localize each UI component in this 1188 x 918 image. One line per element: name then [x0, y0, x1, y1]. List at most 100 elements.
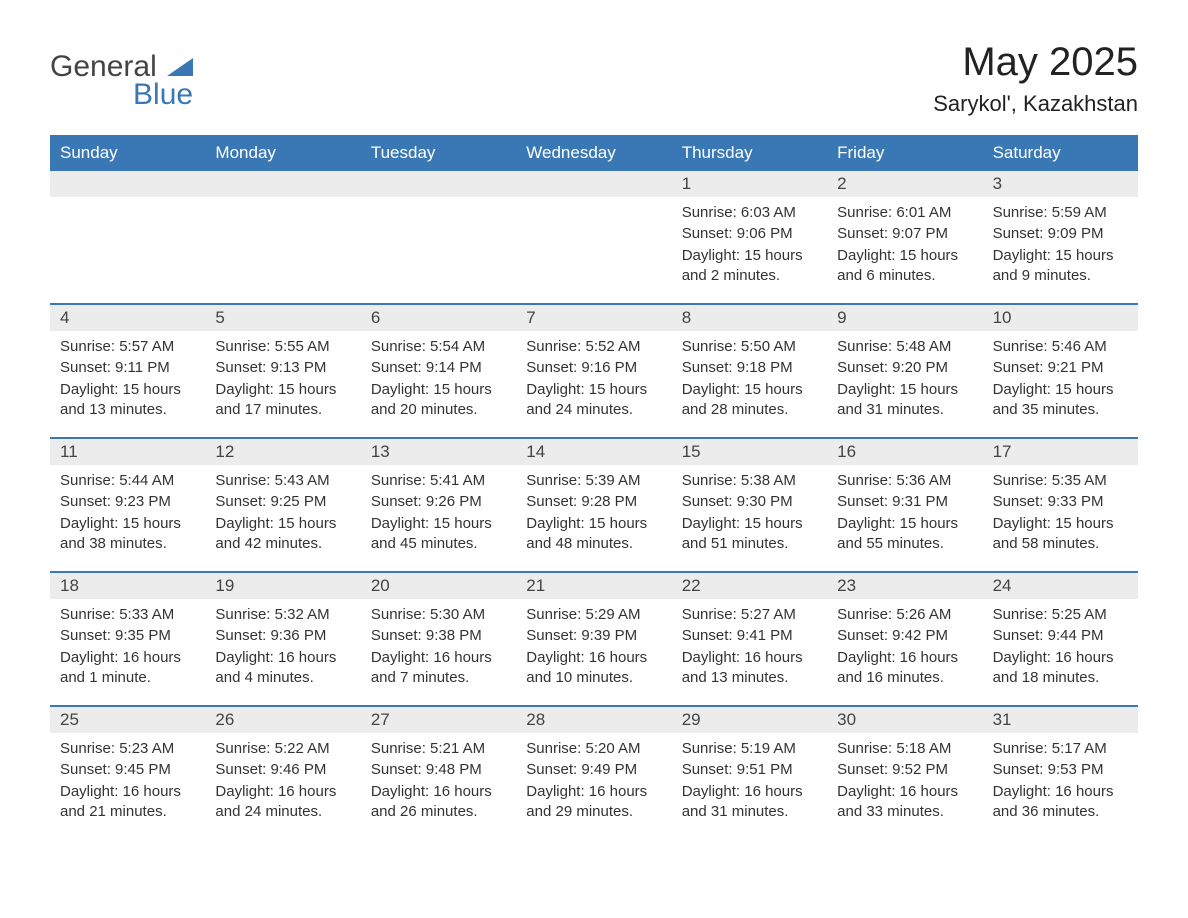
sunset-text: Sunset: 9:06 PM	[682, 224, 817, 244]
day-number: 10	[983, 305, 1138, 331]
sunrise-text: Sunrise: 5:50 AM	[682, 337, 817, 357]
sunset-text: Sunset: 9:16 PM	[526, 358, 661, 378]
sunrise-text: Sunrise: 5:36 AM	[837, 471, 972, 491]
day-content: Sunrise: 5:36 AMSunset: 9:31 PMDaylight:…	[827, 465, 982, 559]
sunset-text: Sunset: 9:44 PM	[993, 626, 1128, 646]
day-cell: 19Sunrise: 5:32 AMSunset: 9:36 PMDayligh…	[205, 573, 360, 705]
day-content: Sunrise: 5:29 AMSunset: 9:39 PMDaylight:…	[516, 599, 671, 693]
day-number	[205, 171, 360, 197]
empty-day-cell	[361, 171, 516, 303]
day-content: Sunrise: 5:17 AMSunset: 9:53 PMDaylight:…	[983, 733, 1138, 827]
daylight-text: Daylight: 15 hours and 55 minutes.	[837, 514, 972, 555]
day-content	[361, 197, 516, 207]
day-number: 24	[983, 573, 1138, 599]
day-content: Sunrise: 5:46 AMSunset: 9:21 PMDaylight:…	[983, 331, 1138, 425]
day-content: Sunrise: 5:54 AMSunset: 9:14 PMDaylight:…	[361, 331, 516, 425]
daylight-text: Daylight: 15 hours and 9 minutes.	[993, 246, 1128, 287]
daylight-text: Daylight: 16 hours and 26 minutes.	[371, 782, 506, 823]
day-cell: 3Sunrise: 5:59 AMSunset: 9:09 PMDaylight…	[983, 171, 1138, 303]
daylight-text: Daylight: 16 hours and 16 minutes.	[837, 648, 972, 689]
day-number: 9	[827, 305, 982, 331]
sunrise-text: Sunrise: 5:18 AM	[837, 739, 972, 759]
day-cell: 25Sunrise: 5:23 AMSunset: 9:45 PMDayligh…	[50, 707, 205, 839]
day-content: Sunrise: 5:57 AMSunset: 9:11 PMDaylight:…	[50, 331, 205, 425]
sunset-text: Sunset: 9:31 PM	[837, 492, 972, 512]
sunrise-text: Sunrise: 5:43 AM	[215, 471, 350, 491]
day-content: Sunrise: 5:30 AMSunset: 9:38 PMDaylight:…	[361, 599, 516, 693]
day-number: 18	[50, 573, 205, 599]
day-number: 29	[672, 707, 827, 733]
sunset-text: Sunset: 9:20 PM	[837, 358, 972, 378]
daylight-text: Daylight: 16 hours and 10 minutes.	[526, 648, 661, 689]
day-number: 12	[205, 439, 360, 465]
day-number: 19	[205, 573, 360, 599]
day-number	[516, 171, 671, 197]
day-cell: 14Sunrise: 5:39 AMSunset: 9:28 PMDayligh…	[516, 439, 671, 571]
day-content: Sunrise: 5:59 AMSunset: 9:09 PMDaylight:…	[983, 197, 1138, 291]
daylight-text: Daylight: 16 hours and 13 minutes.	[682, 648, 817, 689]
day-number	[361, 171, 516, 197]
day-cell: 5Sunrise: 5:55 AMSunset: 9:13 PMDaylight…	[205, 305, 360, 437]
sunrise-text: Sunrise: 5:26 AM	[837, 605, 972, 625]
day-cell: 29Sunrise: 5:19 AMSunset: 9:51 PMDayligh…	[672, 707, 827, 839]
sunset-text: Sunset: 9:33 PM	[993, 492, 1128, 512]
day-content: Sunrise: 5:23 AMSunset: 9:45 PMDaylight:…	[50, 733, 205, 827]
day-content: Sunrise: 5:38 AMSunset: 9:30 PMDaylight:…	[672, 465, 827, 559]
daylight-text: Daylight: 15 hours and 28 minutes.	[682, 380, 817, 421]
sunset-text: Sunset: 9:26 PM	[371, 492, 506, 512]
sunset-text: Sunset: 9:30 PM	[682, 492, 817, 512]
daylight-text: Daylight: 16 hours and 1 minute.	[60, 648, 195, 689]
daylight-text: Daylight: 15 hours and 20 minutes.	[371, 380, 506, 421]
day-number: 20	[361, 573, 516, 599]
sunrise-text: Sunrise: 5:32 AM	[215, 605, 350, 625]
day-content: Sunrise: 6:01 AMSunset: 9:07 PMDaylight:…	[827, 197, 982, 291]
daylight-text: Daylight: 16 hours and 4 minutes.	[215, 648, 350, 689]
sunrise-text: Sunrise: 5:27 AM	[682, 605, 817, 625]
sunset-text: Sunset: 9:07 PM	[837, 224, 972, 244]
daylight-text: Daylight: 16 hours and 7 minutes.	[371, 648, 506, 689]
sunset-text: Sunset: 9:42 PM	[837, 626, 972, 646]
daylight-text: Daylight: 15 hours and 24 minutes.	[526, 380, 661, 421]
weekday-header: Sunday	[50, 135, 205, 171]
day-number: 28	[516, 707, 671, 733]
sunrise-text: Sunrise: 6:01 AM	[837, 203, 972, 223]
sunset-text: Sunset: 9:35 PM	[60, 626, 195, 646]
day-number: 27	[361, 707, 516, 733]
empty-day-cell	[50, 171, 205, 303]
sunrise-text: Sunrise: 5:44 AM	[60, 471, 195, 491]
day-number: 21	[516, 573, 671, 599]
week-row: 11Sunrise: 5:44 AMSunset: 9:23 PMDayligh…	[50, 437, 1138, 571]
daylight-text: Daylight: 15 hours and 51 minutes.	[682, 514, 817, 555]
sunset-text: Sunset: 9:11 PM	[60, 358, 195, 378]
day-content: Sunrise: 5:33 AMSunset: 9:35 PMDaylight:…	[50, 599, 205, 693]
sunset-text: Sunset: 9:51 PM	[682, 760, 817, 780]
daylight-text: Daylight: 16 hours and 29 minutes.	[526, 782, 661, 823]
sunset-text: Sunset: 9:28 PM	[526, 492, 661, 512]
weekday-header: Thursday	[672, 135, 827, 171]
day-content: Sunrise: 5:35 AMSunset: 9:33 PMDaylight:…	[983, 465, 1138, 559]
sunset-text: Sunset: 9:13 PM	[215, 358, 350, 378]
month-title: May 2025	[933, 40, 1138, 85]
day-cell: 7Sunrise: 5:52 AMSunset: 9:16 PMDaylight…	[516, 305, 671, 437]
daylight-text: Daylight: 15 hours and 38 minutes.	[60, 514, 195, 555]
sunset-text: Sunset: 9:45 PM	[60, 760, 195, 780]
day-content: Sunrise: 6:03 AMSunset: 9:06 PMDaylight:…	[672, 197, 827, 291]
day-cell: 21Sunrise: 5:29 AMSunset: 9:39 PMDayligh…	[516, 573, 671, 705]
week-row: 1Sunrise: 6:03 AMSunset: 9:06 PMDaylight…	[50, 171, 1138, 303]
day-content: Sunrise: 5:22 AMSunset: 9:46 PMDaylight:…	[205, 733, 360, 827]
weekday-header: Monday	[205, 135, 360, 171]
day-cell: 31Sunrise: 5:17 AMSunset: 9:53 PMDayligh…	[983, 707, 1138, 839]
day-number: 25	[50, 707, 205, 733]
sunrise-text: Sunrise: 5:55 AM	[215, 337, 350, 357]
sunset-text: Sunset: 9:49 PM	[526, 760, 661, 780]
sunset-text: Sunset: 9:14 PM	[371, 358, 506, 378]
daylight-text: Daylight: 15 hours and 31 minutes.	[837, 380, 972, 421]
day-number: 30	[827, 707, 982, 733]
sunrise-text: Sunrise: 5:57 AM	[60, 337, 195, 357]
sunrise-text: Sunrise: 5:21 AM	[371, 739, 506, 759]
day-content: Sunrise: 5:48 AMSunset: 9:20 PMDaylight:…	[827, 331, 982, 425]
sunset-text: Sunset: 9:38 PM	[371, 626, 506, 646]
day-cell: 22Sunrise: 5:27 AMSunset: 9:41 PMDayligh…	[672, 573, 827, 705]
day-content: Sunrise: 5:32 AMSunset: 9:36 PMDaylight:…	[205, 599, 360, 693]
day-cell: 20Sunrise: 5:30 AMSunset: 9:38 PMDayligh…	[361, 573, 516, 705]
